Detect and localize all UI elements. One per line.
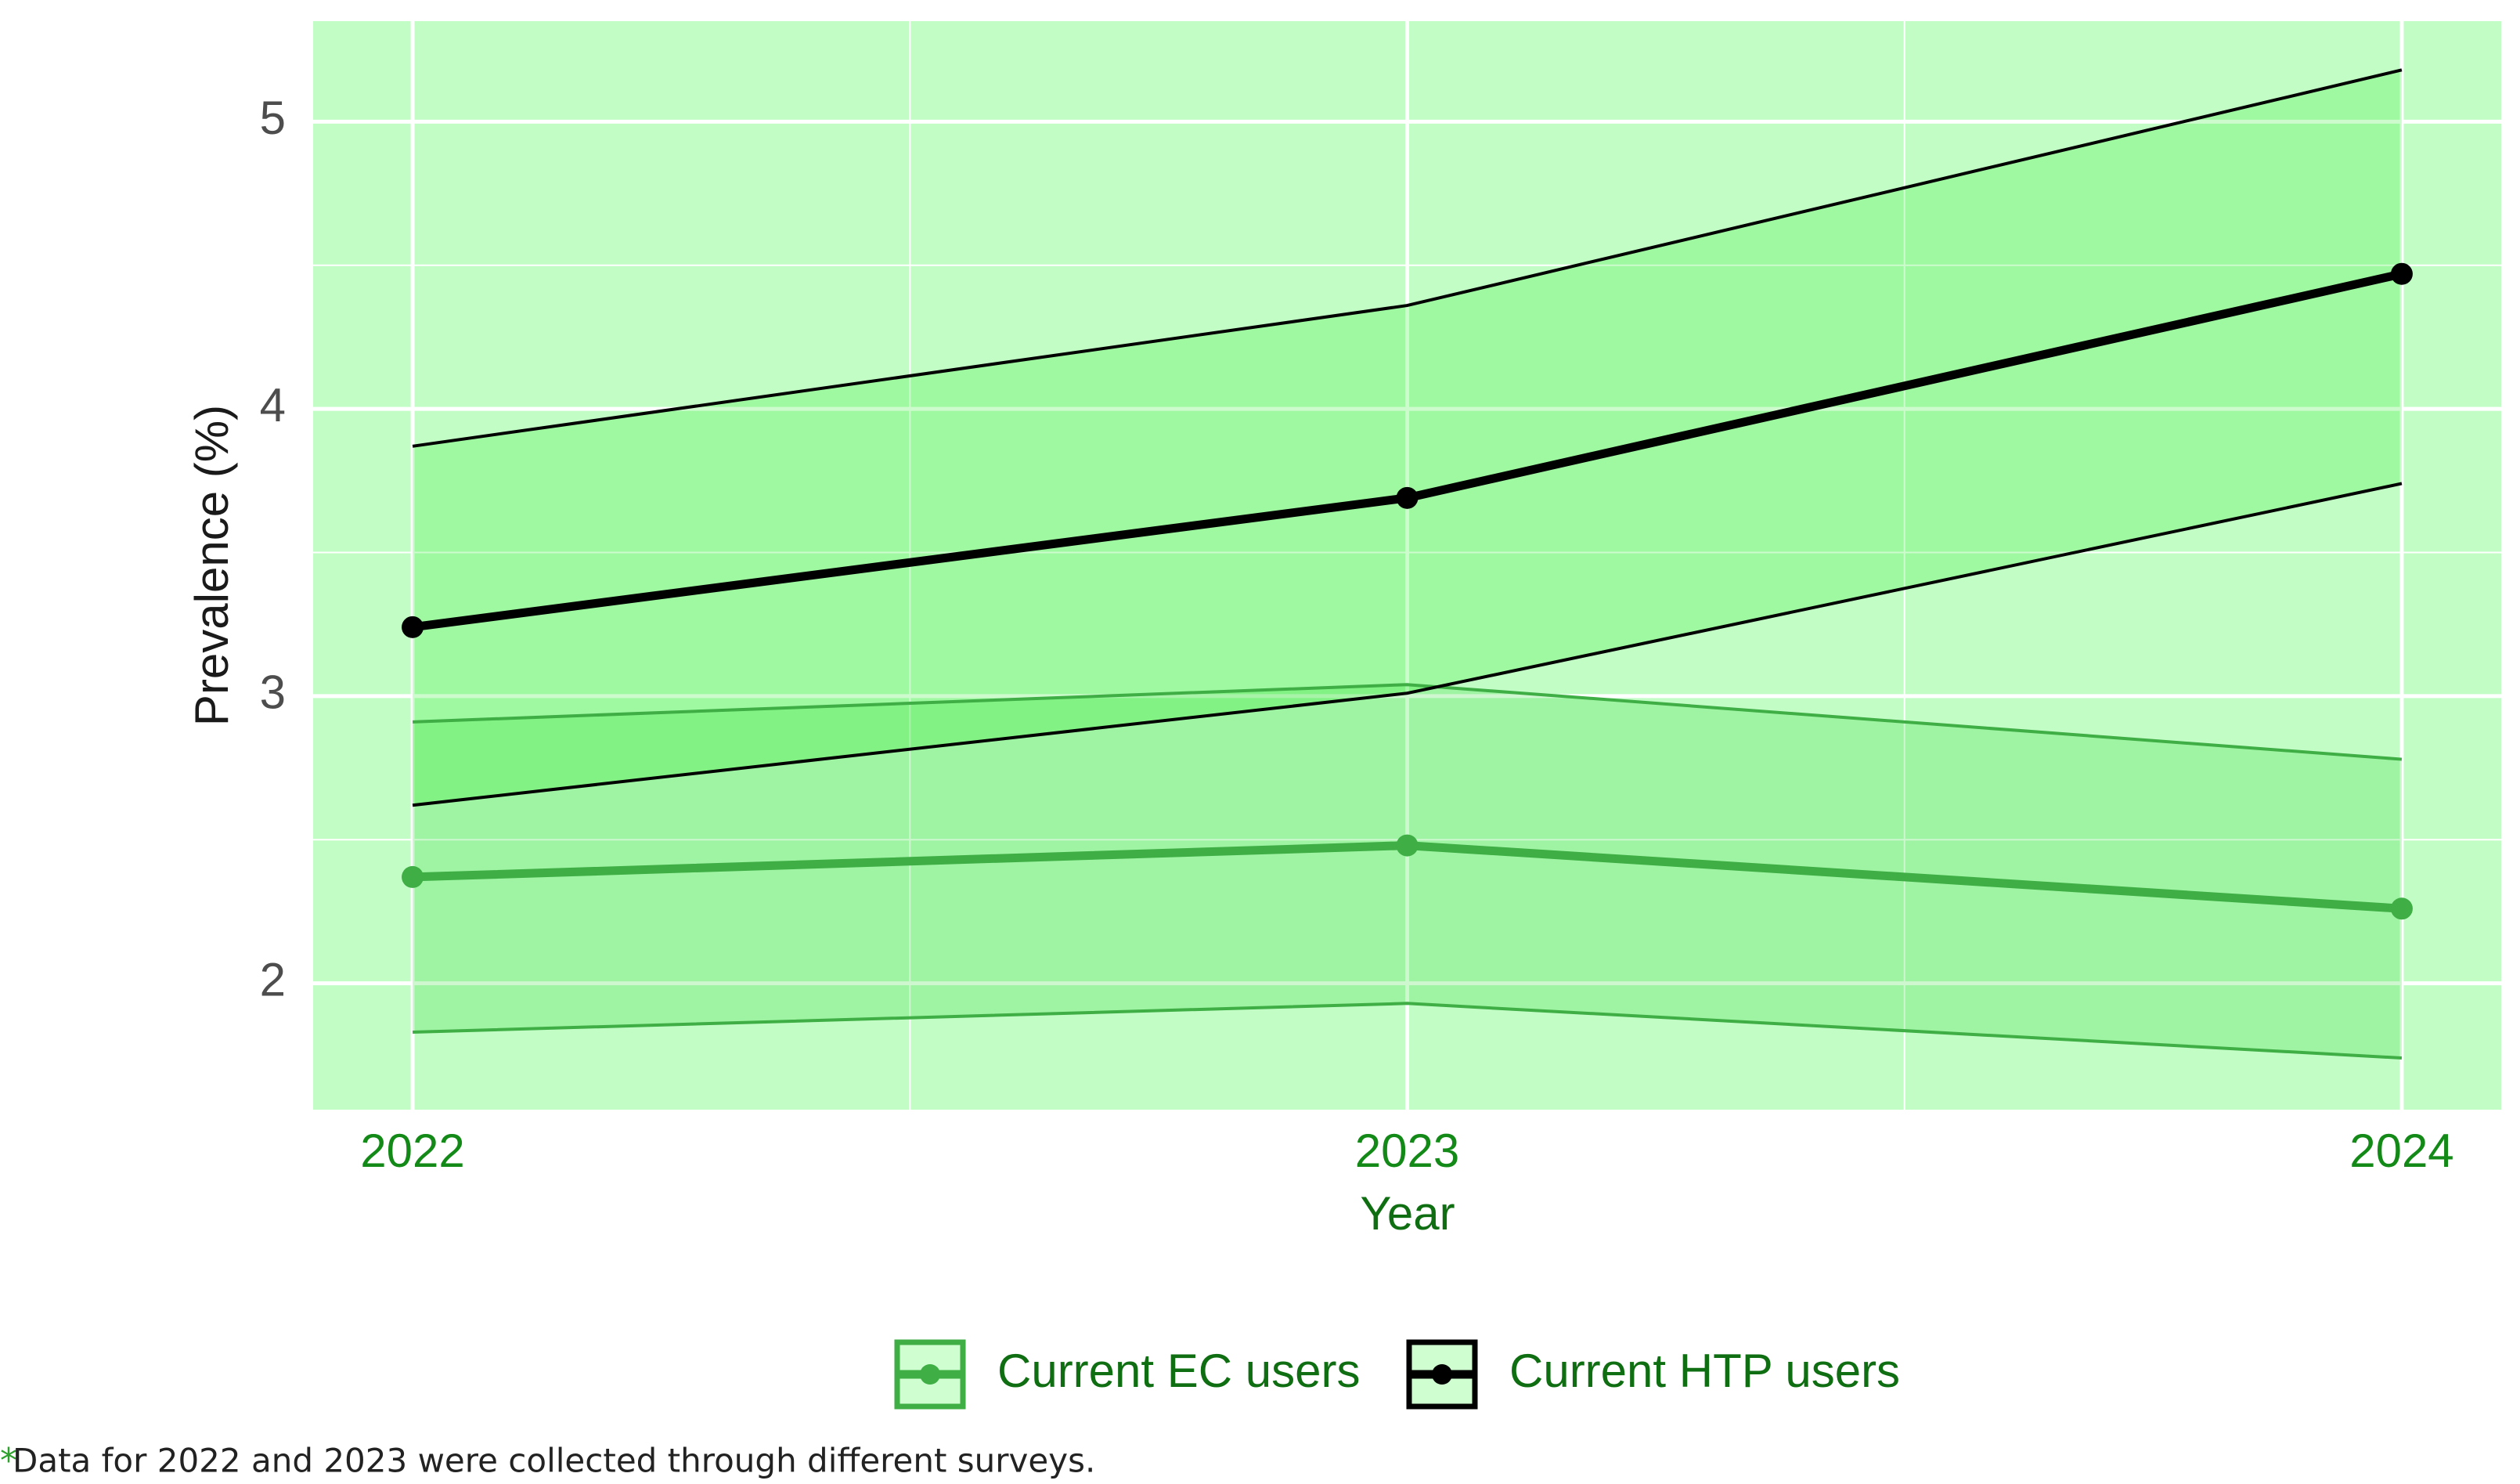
legend-item: Current HTP users xyxy=(1406,1339,1900,1410)
confidence-band xyxy=(413,70,2402,806)
band-edge xyxy=(412,1002,2403,1060)
legend-key-point xyxy=(920,1364,940,1385)
footnote: Data for 2022 and 2023 were collected th… xyxy=(13,1442,1095,1480)
band-edge xyxy=(412,482,2403,807)
data-point xyxy=(2390,897,2413,920)
legend-label: Current HTP users xyxy=(1509,1345,1900,1397)
data-point xyxy=(2390,262,2413,285)
y-tick-label: 3 xyxy=(260,666,286,719)
data-point xyxy=(1396,834,1419,857)
legend-key-point xyxy=(1432,1364,1452,1385)
data-point xyxy=(1396,486,1419,509)
plot xyxy=(313,21,2501,1110)
x-tick-label: 2022 xyxy=(360,1125,464,1177)
x-tick-label: 2024 xyxy=(2349,1125,2453,1177)
x-axis-title: Year xyxy=(1360,1187,1455,1240)
y-axis-title: Prevalence (%) xyxy=(186,405,238,726)
confidence-band xyxy=(413,684,2402,1058)
data-point xyxy=(402,616,424,638)
y-tick-label: 5 xyxy=(260,92,286,144)
footnote-marker: * xyxy=(0,1441,17,1481)
legend-item: Current EC users xyxy=(894,1339,1360,1410)
legend-label: Current EC users xyxy=(997,1345,1360,1397)
y-tick-label: 2 xyxy=(260,953,286,1006)
y-tick-label: 4 xyxy=(260,379,286,431)
band-edge xyxy=(412,68,2403,448)
data-point xyxy=(402,865,424,888)
x-tick-label: 2023 xyxy=(1355,1125,1459,1177)
band-edge xyxy=(412,683,2403,761)
